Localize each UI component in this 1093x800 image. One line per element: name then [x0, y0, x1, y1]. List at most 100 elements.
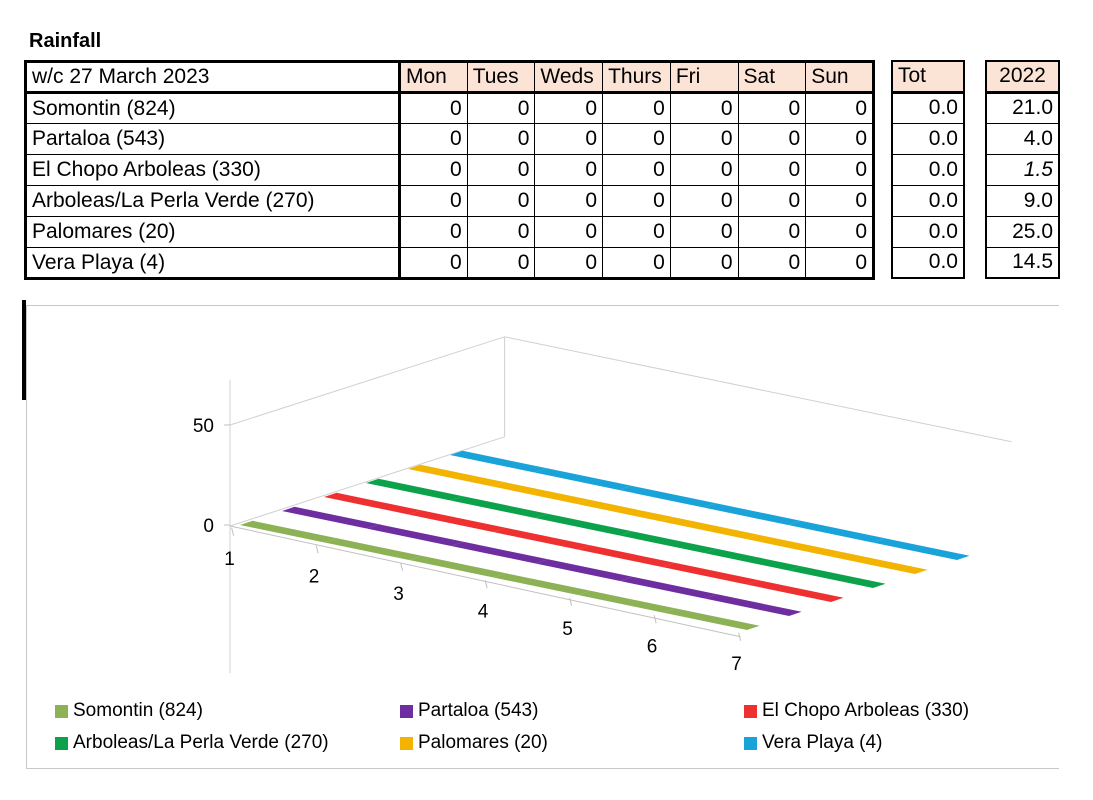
year-value: 21.0 — [985, 91, 1060, 124]
legend-item: Somontin (824) — [55, 700, 203, 722]
series-ribbon — [788, 566, 886, 588]
year-header: 2022 — [985, 60, 1060, 94]
tot-header: Tot — [891, 60, 965, 94]
legend-label: Vera Playa (4) — [762, 732, 883, 753]
series-ribbon — [450, 496, 548, 518]
series-ribbon — [872, 538, 970, 560]
legend-label: Palomares (20) — [418, 732, 548, 753]
day-header-thurs: Thurs — [602, 61, 671, 94]
legend-item: Partaloa (543) — [400, 700, 538, 722]
series-ribbon — [619, 485, 717, 508]
x-tick-label: 7 — [731, 654, 742, 675]
legend-label: El Chopo Arboleas (330) — [762, 700, 970, 721]
series-ribbon — [324, 492, 422, 515]
series-ribbon — [534, 468, 632, 490]
day-header-weds: Weds — [534, 61, 604, 94]
series-ribbon — [282, 506, 380, 529]
rain-thurs: 0 — [602, 247, 671, 279]
x-tick — [231, 527, 235, 536]
rain-mon: 0 — [399, 123, 468, 155]
x-tick-label: 4 — [478, 601, 489, 622]
table-row: Arboleas/La Perla Verde (270) 0 0 0 0 0 0 0 — [25, 185, 874, 217]
legend-item: Palomares (20) — [400, 732, 548, 754]
rain-mon: 0 — [399, 216, 468, 248]
day-header-sun: Sun — [805, 61, 874, 94]
total-value: 0.0 — [891, 153, 965, 186]
y-tick-label: 0 — [203, 516, 214, 537]
legend-item: Arboleas/La Perla Verde (270) — [55, 732, 329, 754]
x-tick-label: 3 — [393, 584, 404, 605]
total-value: 0.0 — [891, 184, 965, 217]
week-label: w/c 27 March 2023 — [25, 61, 401, 94]
x-tick — [400, 562, 404, 571]
series-ribbon — [830, 552, 928, 574]
x-tick — [315, 545, 319, 554]
table-row: Somontin (824) 0 0 0 0 0 0 0 — [25, 92, 874, 124]
rain-tues: 0 — [466, 216, 536, 248]
total-value: 0.0 — [891, 122, 965, 155]
series-ribbon — [451, 541, 549, 564]
rain-mon: 0 — [399, 247, 468, 279]
series-ribbon — [366, 524, 464, 546]
rainfall-table: w/c 27 March 2023 Mon Tues Weds Thurs Fr… — [24, 60, 875, 280]
legend-label: Arboleas/La Perla Verde (270) — [73, 732, 329, 753]
x-tick-label: 1 — [224, 549, 235, 570]
year-value: 9.0 — [985, 184, 1060, 217]
x-tick-label: 2 — [309, 566, 320, 587]
rain-weds: 0 — [534, 92, 604, 124]
station-name: Palomares (20) — [25, 216, 401, 248]
rain-fri: 0 — [669, 216, 739, 248]
x-tick-label: 6 — [647, 636, 658, 657]
year-value: 1.5 — [985, 153, 1060, 186]
legend-swatch — [55, 704, 68, 718]
x-tick — [569, 597, 573, 606]
rain-weds: 0 — [534, 247, 604, 279]
legend-swatch — [744, 736, 757, 750]
series-ribbon — [578, 590, 676, 613]
series-ribbon — [492, 482, 590, 504]
back-wall-top — [504, 336, 1012, 443]
legend-swatch — [55, 736, 68, 750]
rain-thurs: 0 — [602, 185, 671, 217]
x-tick — [653, 615, 657, 624]
rain-sat: 0 — [737, 92, 807, 124]
rain-fri: 0 — [669, 185, 739, 217]
legend-label: Partaloa (543) — [418, 700, 539, 721]
rain-fri: 0 — [669, 123, 739, 155]
legend-swatch — [744, 704, 757, 718]
rain-sat: 0 — [737, 247, 807, 279]
depth-axis-top — [229, 336, 505, 426]
series-ribbon — [577, 545, 675, 567]
x-tick — [738, 632, 742, 641]
series-ribbon — [450, 450, 548, 473]
series-ribbon — [704, 548, 802, 571]
legend-item: El Chopo Arboleas (330) — [744, 700, 969, 722]
rain-weds: 0 — [534, 185, 604, 217]
legend-swatch — [400, 736, 413, 750]
depth-axis-left — [229, 436, 505, 527]
series-ribbon — [408, 510, 506, 532]
series-ribbon — [662, 562, 760, 585]
series-ribbon — [240, 520, 338, 543]
rain-sat: 0 — [737, 185, 807, 217]
day-header-sat: Sat — [737, 61, 807, 94]
series-ribbon — [704, 594, 802, 616]
table-header-row: w/c 27 March 2023 Mon Tues Weds Thurs Fr… — [25, 61, 874, 94]
rain-mon: 0 — [399, 154, 468, 186]
rain-sun: 0 — [805, 154, 874, 186]
rain-tues: 0 — [466, 247, 536, 279]
day-header-fri: Fri — [669, 61, 739, 94]
series-ribbon — [577, 499, 675, 522]
series-ribbon — [619, 531, 717, 553]
rain-sun: 0 — [805, 247, 874, 279]
page-title: Rainfall — [29, 30, 102, 52]
series-ribbon — [535, 513, 633, 536]
x-tick — [484, 580, 488, 589]
series-ribbon — [746, 534, 844, 557]
station-name: Partaloa (543) — [25, 123, 401, 155]
year-value: 4.0 — [985, 122, 1060, 155]
series-ribbon — [746, 580, 844, 602]
total-value: 0.0 — [891, 215, 965, 248]
series-ribbon — [620, 576, 718, 599]
